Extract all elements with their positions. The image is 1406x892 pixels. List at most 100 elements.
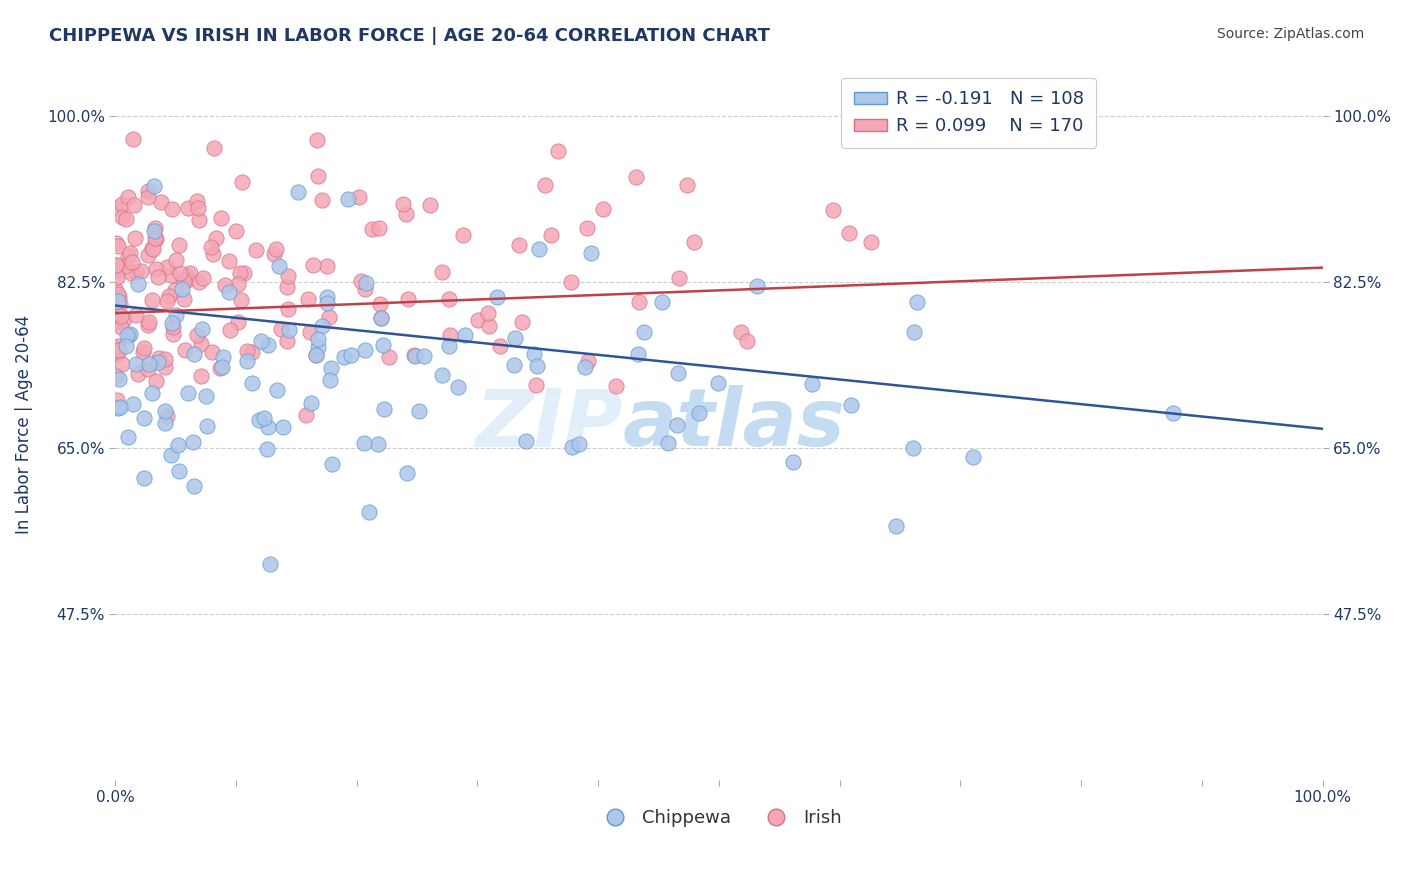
Point	[159, 268, 181, 282]
Point	[478, 319, 501, 334]
Point	[162, 316, 184, 330]
Point	[307, 169, 329, 184]
Point	[105, 264, 128, 278]
Point	[349, 274, 371, 288]
Point	[105, 258, 128, 272]
Point	[489, 339, 512, 353]
Point	[439, 328, 461, 343]
Point	[240, 376, 263, 391]
Point	[367, 437, 389, 451]
Point	[179, 266, 201, 280]
Point	[477, 305, 499, 319]
Point	[104, 368, 127, 383]
Point	[534, 178, 557, 192]
Point	[503, 359, 526, 373]
Point	[418, 197, 440, 211]
Point	[155, 360, 177, 375]
Point	[903, 441, 925, 455]
Point	[131, 345, 153, 359]
Point	[413, 350, 436, 364]
Point	[127, 367, 149, 381]
Point	[304, 348, 326, 362]
Point	[266, 243, 288, 257]
Point	[259, 557, 281, 571]
Point	[115, 327, 138, 342]
Point	[104, 343, 127, 358]
Point	[396, 292, 419, 306]
Point	[353, 282, 375, 296]
Point	[454, 328, 477, 343]
Point	[169, 266, 191, 280]
Point	[110, 357, 132, 371]
Point	[121, 255, 143, 269]
Point	[181, 435, 204, 450]
Point	[581, 245, 603, 260]
Point	[105, 297, 128, 311]
Point	[354, 343, 377, 357]
Point	[447, 380, 470, 394]
Point	[107, 343, 129, 358]
Point	[136, 248, 159, 262]
Point	[122, 396, 145, 410]
Point	[155, 409, 177, 423]
Point	[214, 278, 236, 293]
Point	[624, 170, 647, 185]
Point	[105, 235, 128, 250]
Point	[666, 366, 689, 380]
Point	[319, 373, 342, 387]
Point	[146, 270, 169, 285]
Point	[176, 201, 198, 215]
Point	[172, 282, 194, 296]
Text: atlas: atlas	[623, 385, 845, 463]
Point	[527, 242, 550, 256]
Point	[166, 438, 188, 452]
Point	[143, 220, 166, 235]
Point	[249, 334, 271, 348]
Point	[276, 280, 298, 294]
Point	[305, 133, 328, 147]
Point	[437, 293, 460, 307]
Point	[187, 202, 209, 216]
Point	[245, 243, 267, 257]
Point	[111, 196, 134, 211]
Point	[523, 347, 546, 361]
Point	[657, 435, 679, 450]
Point	[287, 185, 309, 199]
Point	[439, 339, 461, 353]
Point	[316, 296, 339, 310]
Point	[340, 348, 363, 362]
Point	[508, 237, 530, 252]
Point	[503, 331, 526, 345]
Point	[307, 332, 329, 346]
Point	[270, 321, 292, 335]
Point	[745, 279, 768, 293]
Point	[370, 310, 392, 325]
Point	[114, 211, 136, 226]
Point	[202, 141, 225, 155]
Point	[114, 339, 136, 353]
Point	[202, 246, 225, 260]
Point	[107, 339, 129, 353]
Point	[104, 282, 127, 296]
Point	[605, 379, 627, 393]
Point	[153, 404, 176, 418]
Point	[391, 196, 413, 211]
Point	[186, 328, 208, 343]
Point	[576, 221, 599, 235]
Point	[735, 334, 758, 349]
Point	[233, 267, 256, 281]
Point	[404, 349, 426, 363]
Point	[160, 202, 183, 216]
Point	[276, 334, 298, 349]
Point	[229, 266, 252, 280]
Point	[576, 353, 599, 368]
Point	[211, 360, 233, 375]
Point	[107, 239, 129, 253]
Point	[907, 294, 929, 309]
Point	[370, 310, 392, 325]
Point	[226, 277, 249, 291]
Text: ZIP: ZIP	[475, 385, 623, 463]
Point	[125, 309, 148, 323]
Point	[299, 395, 322, 409]
Point	[266, 384, 288, 398]
